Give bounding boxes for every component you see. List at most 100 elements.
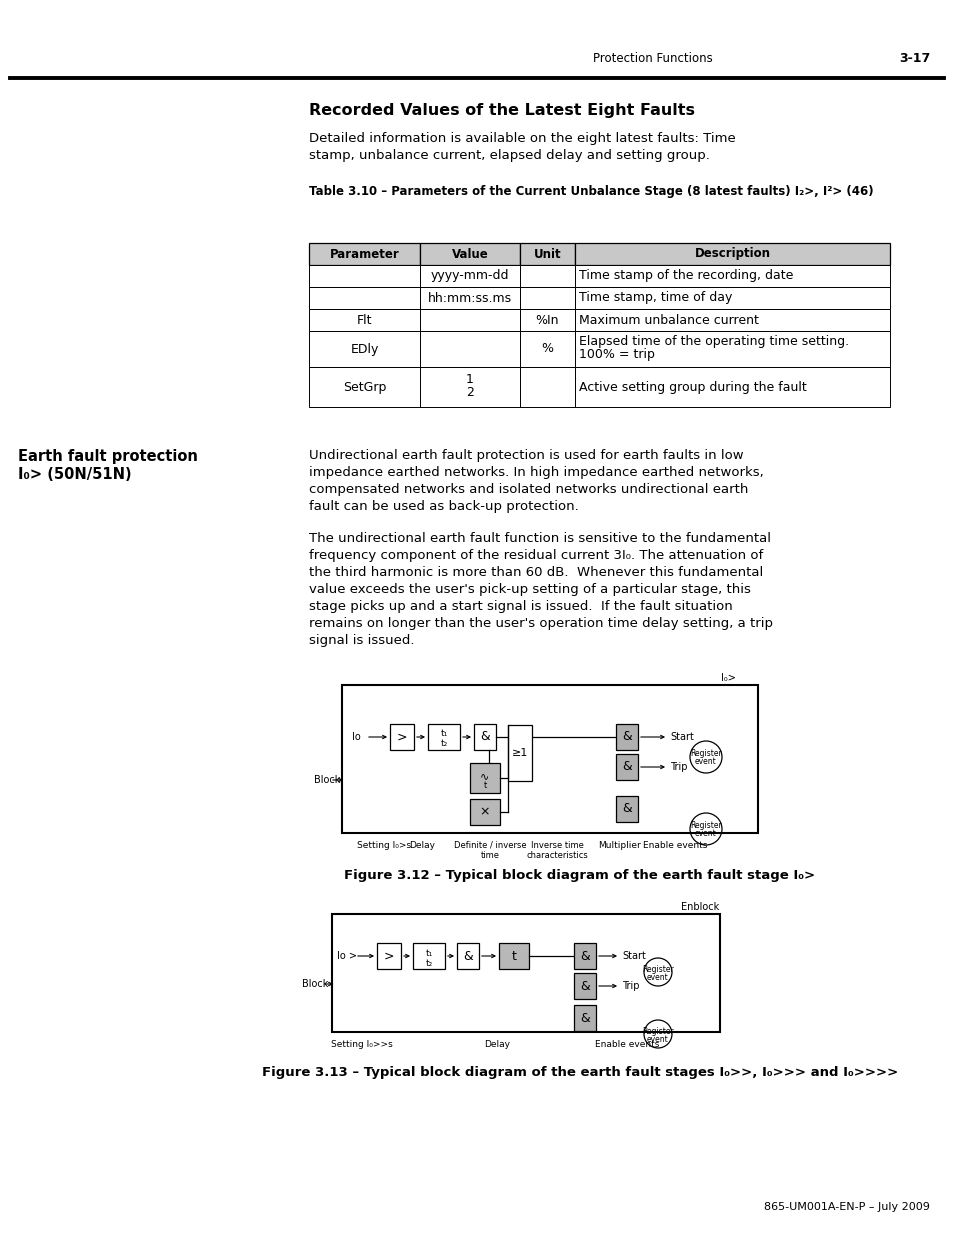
Bar	[456, 944, 478, 969]
Text: Trip: Trip	[621, 981, 639, 990]
Text: &: &	[479, 730, 489, 743]
Text: Table 3.10 – Parameters of the Current Unbalance Stage (8 latest faults) I₂>, I²: Table 3.10 – Parameters of the Current U…	[309, 185, 873, 198]
Text: yyyy-mm-dd: yyyy-mm-dd	[431, 269, 509, 283]
Bar	[498, 944, 529, 969]
Text: Value: Value	[451, 247, 488, 261]
Text: Io >: Io >	[336, 951, 356, 961]
Text: Enable events: Enable events	[642, 841, 706, 850]
Text: 1: 1	[466, 373, 474, 387]
Text: EDly: EDly	[350, 342, 378, 356]
Text: Description: Description	[694, 247, 770, 261]
Text: &: &	[579, 950, 589, 962]
Text: Delay: Delay	[409, 841, 435, 850]
Text: Flt: Flt	[356, 314, 372, 326]
Text: Time stamp, time of day: Time stamp, time of day	[578, 291, 732, 305]
Bar	[309, 287, 419, 309]
Text: frequency component of the residual current 3I₀. The attenuation of: frequency component of the residual curr…	[309, 550, 762, 562]
Text: t₂: t₂	[440, 740, 447, 748]
Bar	[519, 243, 575, 266]
Text: ×: ×	[479, 805, 490, 819]
Text: Protection Functions: Protection Functions	[593, 52, 712, 65]
Text: >: >	[383, 950, 394, 962]
Text: %: %	[541, 342, 553, 356]
Bar	[519, 367, 575, 408]
Text: SetGrp: SetGrp	[342, 380, 386, 394]
Text: Active setting group during the fault: Active setting group during the fault	[578, 380, 806, 394]
Text: t₁: t₁	[425, 948, 432, 957]
Bar	[575, 367, 889, 408]
Bar	[616, 755, 638, 781]
Text: 3-17: 3-17	[898, 52, 929, 65]
Text: value exceeds the user's pick-up setting of a particular stage, this: value exceeds the user's pick-up setting…	[309, 583, 750, 597]
Bar	[470, 763, 499, 793]
Text: Earth fault protection: Earth fault protection	[18, 450, 197, 464]
Text: t₂: t₂	[425, 958, 432, 967]
Text: Undirectional earth fault protection is used for earth faults in low: Undirectional earth fault protection is …	[309, 450, 742, 462]
Text: Trip: Trip	[669, 762, 687, 772]
Text: Elapsed time of the operating time setting.: Elapsed time of the operating time setti…	[578, 335, 848, 348]
Text: Figure 3.12 – Typical block diagram of the earth fault stage I₀>: Figure 3.12 – Typical block diagram of t…	[344, 869, 815, 882]
Text: &: &	[462, 950, 473, 962]
Bar	[574, 944, 596, 969]
Bar	[470, 799, 499, 825]
Text: Io: Io	[352, 732, 360, 742]
Text: Block: Block	[314, 776, 340, 785]
Bar	[309, 243, 419, 266]
Bar	[419, 266, 519, 287]
Bar	[419, 309, 519, 331]
Text: &: &	[579, 979, 589, 993]
Bar	[309, 331, 419, 367]
Text: Setting I₀>s: Setting I₀>s	[356, 841, 411, 850]
Bar	[376, 944, 400, 969]
Text: event: event	[695, 757, 716, 767]
Text: Inverse time
characteristics: Inverse time characteristics	[525, 841, 587, 861]
Text: Register: Register	[689, 820, 721, 830]
Bar	[519, 331, 575, 367]
Text: 865-UM001A-EN-P – July 2009: 865-UM001A-EN-P – July 2009	[763, 1202, 929, 1212]
Bar	[575, 243, 889, 266]
Text: event: event	[695, 830, 716, 839]
Bar	[574, 973, 596, 999]
Text: The undirectional earth fault function is sensitive to the fundamental: The undirectional earth fault function i…	[309, 532, 770, 545]
Text: Figure 3.13 – Typical block diagram of the earth fault stages I₀>>, I₀>>> and I₀: Figure 3.13 – Typical block diagram of t…	[262, 1066, 897, 1079]
Bar	[390, 724, 414, 750]
Text: Delay: Delay	[483, 1040, 510, 1049]
Text: Multiplier: Multiplier	[598, 841, 640, 850]
Bar	[428, 724, 459, 750]
Bar	[419, 287, 519, 309]
Bar	[616, 797, 638, 823]
Text: ≥1: ≥1	[511, 748, 528, 758]
Text: Start: Start	[621, 951, 645, 961]
Bar	[575, 287, 889, 309]
Text: Detailed information is available on the eight latest faults: Time: Detailed information is available on the…	[309, 132, 735, 144]
Bar	[309, 266, 419, 287]
Bar	[575, 331, 889, 367]
Bar	[616, 724, 638, 750]
Bar	[419, 367, 519, 408]
Text: 100% = trip: 100% = trip	[578, 348, 654, 361]
Bar	[332, 914, 720, 1032]
Text: Register: Register	[641, 965, 673, 973]
Text: t: t	[511, 950, 516, 962]
Text: impedance earthed networks. In high impedance earthed networks,: impedance earthed networks. In high impe…	[309, 466, 763, 479]
Text: the third harmonic is more than 60 dB.  Whenever this fundamental: the third harmonic is more than 60 dB. W…	[309, 566, 762, 579]
Text: t₁: t₁	[440, 730, 447, 739]
Text: Parameter: Parameter	[330, 247, 399, 261]
Text: ∿: ∿	[479, 771, 489, 781]
Text: Register: Register	[689, 748, 721, 757]
Bar	[309, 367, 419, 408]
Text: Definite / inverse
time: Definite / inverse time	[454, 841, 526, 861]
Text: t: t	[483, 781, 486, 789]
Text: >: >	[396, 730, 407, 743]
Bar	[309, 309, 419, 331]
Text: Enable events: Enable events	[594, 1040, 659, 1049]
Text: stage picks up and a start signal is issued.  If the fault situation: stage picks up and a start signal is iss…	[309, 600, 732, 613]
Bar	[474, 724, 496, 750]
Bar	[575, 309, 889, 331]
Text: stamp, unbalance current, elapsed delay and setting group.: stamp, unbalance current, elapsed delay …	[309, 149, 709, 162]
Bar	[419, 243, 519, 266]
Text: &: &	[621, 803, 631, 815]
Text: Start: Start	[669, 732, 693, 742]
Text: I₀>: I₀>	[720, 673, 735, 683]
Text: event: event	[646, 1035, 668, 1044]
